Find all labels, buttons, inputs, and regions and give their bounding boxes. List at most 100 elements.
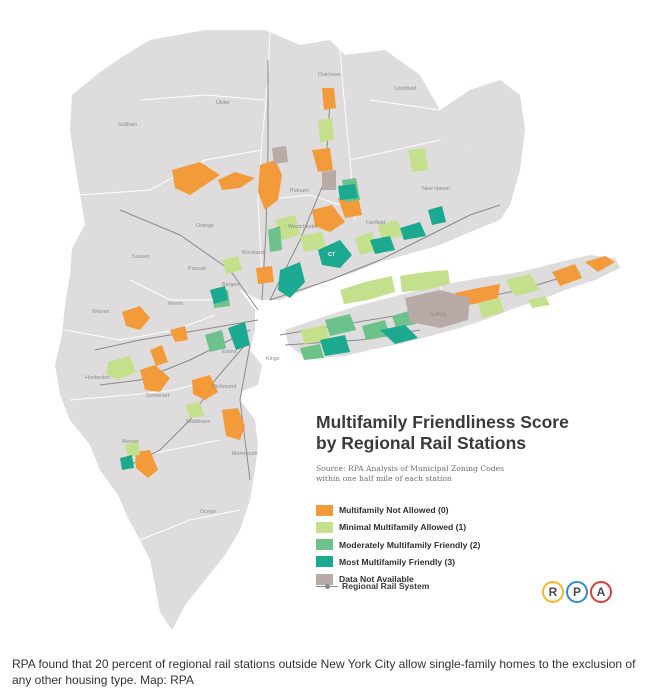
place-labels: Sullivan Ulster Dutchess Litchfield Oran… [85, 72, 450, 515]
patch-minimal [185, 402, 204, 418]
place-label: Essex [222, 349, 237, 355]
patch-not-allowed [192, 375, 218, 400]
patch-not-allowed [172, 162, 220, 195]
patch-moderate [300, 344, 324, 360]
place-label: Warren [92, 309, 109, 315]
place-label: Richmond [212, 384, 236, 390]
patch-most-friendly [120, 455, 134, 470]
patch-most-friendly [380, 325, 418, 344]
patch-not-allowed [140, 365, 170, 392]
place-label: Suffolk [430, 312, 447, 318]
logo-letter-p: P [566, 581, 588, 603]
rail-line-icon [316, 580, 338, 592]
patch-minimal [478, 298, 504, 318]
patch-not-allowed [256, 266, 274, 284]
patch-not-allowed [322, 88, 336, 110]
patch-minimal [275, 215, 300, 240]
patch-not-allowed [312, 205, 345, 232]
patch-most-friendly [210, 286, 228, 304]
legend-label: Data Not Available [339, 574, 414, 585]
legend-source-line: within one half mile of each station [316, 474, 452, 483]
patch-not-allowed [552, 264, 582, 286]
legend-item: Data Not Available [316, 571, 636, 587]
legend-label: Most Multifamily Friendly (3) [339, 556, 456, 567]
patch-moderate [325, 314, 356, 336]
patch-most-friendly [278, 262, 305, 298]
legend-title-line: by Regional Rail Stations [316, 433, 527, 453]
place-label: Somerset [146, 393, 170, 399]
legend-source: Source: RPA Analysis of Municipal Zoning… [316, 464, 526, 484]
land-nj [55, 225, 258, 630]
rpa-logo: R P A [542, 581, 614, 603]
patch-minimal [378, 220, 402, 240]
legend-source-line: Source: RPA Analysis of Municipal Zoning… [316, 464, 504, 473]
station-score-patches [106, 88, 615, 478]
patch-minimal [355, 232, 378, 255]
place-label: Morris [168, 301, 183, 307]
map-legend: Multifamily Friendliness Score by Region… [316, 412, 636, 588]
patch-most-friendly [228, 322, 250, 350]
place-label: Litchfield [395, 86, 416, 92]
place-label: Westchester [288, 224, 318, 230]
patch-no-data [272, 146, 288, 164]
place-label: Ulster [216, 100, 230, 106]
place-label: Bergen [222, 282, 239, 288]
legend-swatch [316, 539, 333, 551]
legend-label: Moderately Multifamily Friendly (2) [339, 539, 481, 550]
place-label: New Haven [422, 186, 450, 192]
place-label: Middlesex [186, 419, 211, 425]
legend-label: Minimal Multifamily Allowed (1) [339, 522, 467, 533]
patch-not-allowed [122, 306, 150, 330]
patch-moderate [205, 330, 226, 352]
region-map: Sullivan Ulster Dutchess Litchfield Oran… [55, 29, 620, 630]
place-label: Hunterdon [85, 375, 110, 381]
place-label: Sullivan [118, 122, 137, 128]
patch-most-friendly [338, 184, 358, 200]
patch-minimal [300, 232, 326, 252]
land-staten-island [225, 350, 262, 392]
patch-not-allowed [585, 256, 615, 272]
patch-minimal [505, 274, 540, 296]
legend-items: Multifamily Not Allowed (0) Minimal Mult… [316, 502, 636, 587]
place-label: Rockland [242, 250, 264, 256]
rail-legend: Regional Rail System [316, 580, 429, 592]
patch-not-allowed [170, 326, 188, 342]
patch-not-allowed [135, 450, 158, 478]
place-label: CT [328, 252, 336, 258]
legend-swatch [316, 573, 333, 585]
logo-letter-r: R [542, 581, 564, 603]
place-label: Orange [196, 223, 214, 229]
patch-no-data [322, 170, 336, 190]
patch-moderate [362, 320, 390, 340]
place-label: Fairfield [366, 220, 385, 226]
legend-title-line: Multifamily Friendliness Score [316, 412, 569, 432]
patch-most-friendly [400, 222, 426, 240]
patch-most-friendly [320, 335, 350, 356]
legend-swatch [316, 504, 333, 516]
patch-most-friendly [318, 240, 352, 268]
place-label: Mercer [122, 439, 139, 445]
patch-minimal [340, 276, 395, 304]
patch-most-friendly [370, 236, 395, 254]
legend-item: Multifamily Not Allowed (0) [316, 502, 636, 518]
place-label: Putnam [290, 188, 309, 194]
patch-most-friendly [428, 206, 446, 225]
patch-not-allowed [312, 148, 333, 172]
patch-not-allowed [218, 172, 255, 190]
logo-letter-a: A [590, 581, 612, 603]
place-label: Sussex [132, 254, 150, 260]
patch-minimal [222, 256, 242, 274]
figure-caption: RPA found that 20 percent of regional ra… [12, 657, 636, 687]
legend-title: Multifamily Friendliness Score by Region… [316, 412, 636, 454]
patch-minimal [300, 325, 330, 344]
patch-not-allowed [338, 196, 362, 218]
legend-swatch [316, 521, 333, 533]
patch-not-allowed [258, 160, 282, 210]
legend-item: Moderately Multifamily Friendly (2) [316, 537, 636, 553]
patch-minimal [125, 440, 140, 457]
legend-item: Minimal Multifamily Allowed (1) [316, 519, 636, 535]
place-label: Ocean [200, 509, 216, 515]
legend-item: Most Multifamily Friendly (3) [316, 554, 636, 570]
patch-not-allowed [150, 345, 168, 366]
rail-legend-label: Regional Rail System [342, 581, 430, 591]
